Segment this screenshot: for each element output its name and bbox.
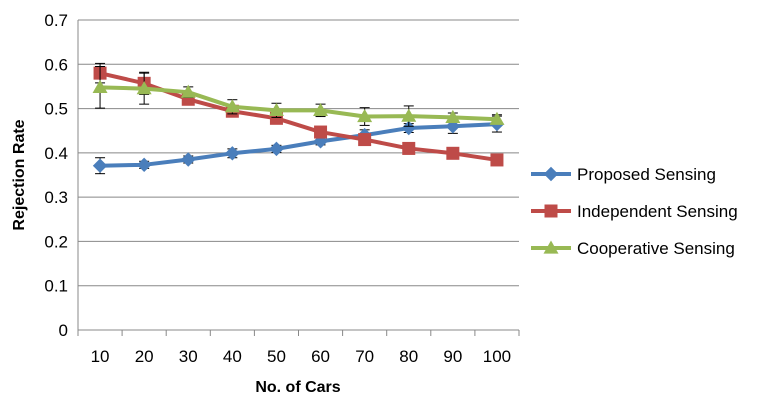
legend-entry: Cooperative Sensing <box>531 239 735 258</box>
legend-entry: Independent Sensing <box>531 202 738 221</box>
data-point <box>445 109 461 124</box>
series-line <box>99 85 498 122</box>
series-group <box>92 62 505 175</box>
data-point <box>446 146 460 160</box>
legend-label: Cooperative Sensing <box>577 239 735 258</box>
legend-entry: Proposed Sensing <box>531 165 716 184</box>
data-point <box>136 81 152 95</box>
y-axis-tick-labels: 0 0.1 0.2 0.3 0.4 0.5 0.6 0.7 <box>44 11 68 340</box>
data-point <box>313 102 329 116</box>
data-point <box>358 133 372 147</box>
data-point <box>224 99 240 113</box>
y-tick-label: 0.4 <box>44 144 68 163</box>
x-tick-label: 20 <box>135 347 154 366</box>
series-line <box>100 122 498 168</box>
data-point <box>402 141 416 155</box>
x-tick-label: 60 <box>311 347 330 366</box>
data-point <box>269 141 284 157</box>
legend-swatch-marker <box>544 204 558 218</box>
data-point <box>181 152 196 167</box>
y-tick-label: 0.5 <box>44 100 68 119</box>
x-tick-label: 100 <box>483 347 511 366</box>
y-tick-label: 0.3 <box>44 188 68 207</box>
y-tick-label: 0.1 <box>44 277 68 296</box>
legend-swatch-marker <box>543 240 559 254</box>
data-point <box>92 79 108 93</box>
data-point <box>92 158 108 173</box>
legend-swatch-marker <box>543 166 559 182</box>
series-3 <box>92 66 505 127</box>
legend-label: Proposed Sensing <box>577 165 716 184</box>
axes <box>77 20 520 336</box>
data-point <box>490 153 504 167</box>
x-axis-tick-labels: 10 20 30 40 50 60 70 80 90 100 <box>91 347 512 366</box>
data-point <box>225 146 240 161</box>
legend: Proposed Sensing Independent Sensing Coope… <box>531 165 738 258</box>
x-tick-label: 30 <box>179 347 198 366</box>
x-tick-label: 50 <box>267 347 286 366</box>
legend-label: Independent Sensing <box>577 202 738 221</box>
y-tick-label: 0 <box>59 321 68 340</box>
x-tick-label: 70 <box>355 347 374 366</box>
data-point <box>314 125 328 139</box>
x-axis-title: No. of Cars <box>255 379 340 396</box>
y-axis-title: Rejection Rate <box>11 119 28 230</box>
x-tick-label: 10 <box>91 347 110 366</box>
x-tick-label: 40 <box>223 347 242 366</box>
data-point <box>268 102 284 116</box>
y-tick-label: 0.2 <box>44 232 68 251</box>
x-tick-label: 80 <box>399 347 418 366</box>
data-point <box>180 84 196 98</box>
y-tick-label: 0.7 <box>44 11 68 30</box>
x-tick-label: 90 <box>443 347 462 366</box>
data-point <box>136 157 152 173</box>
series-2 <box>93 62 504 167</box>
data-point <box>357 109 373 123</box>
data-point <box>489 111 505 125</box>
data-point <box>401 108 417 122</box>
y-tick-label: 0.6 <box>44 55 68 74</box>
